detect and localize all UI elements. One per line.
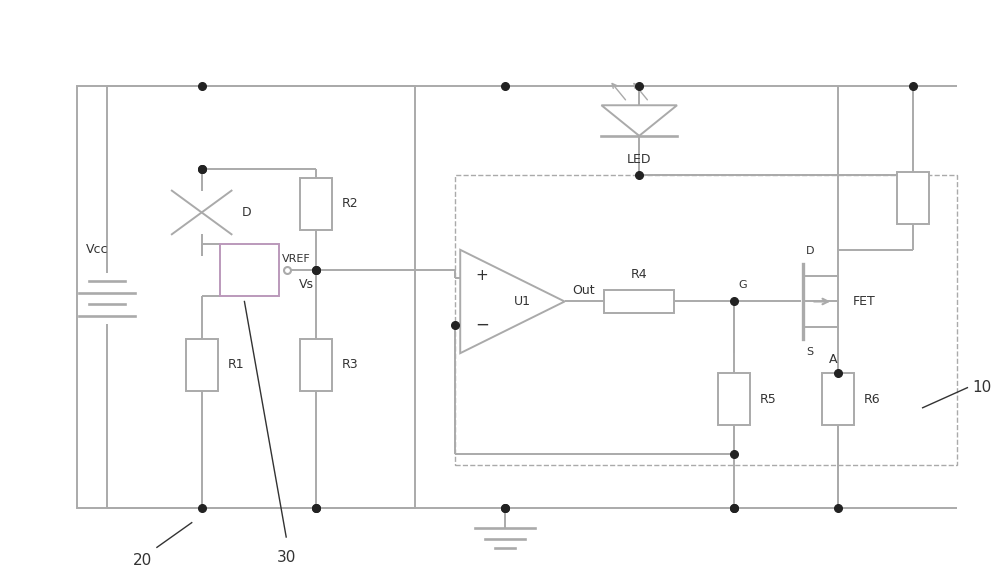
Text: −: −: [475, 316, 489, 334]
Text: 30: 30: [277, 550, 296, 565]
Text: FET: FET: [853, 295, 876, 308]
Text: R4: R4: [631, 269, 648, 281]
Text: 10: 10: [972, 380, 992, 395]
Text: D: D: [806, 245, 815, 256]
Text: +: +: [475, 268, 488, 283]
Text: VREF: VREF: [282, 254, 311, 264]
Bar: [604, 290, 674, 313]
Bar: [718, 374, 750, 425]
Text: R2: R2: [342, 197, 359, 211]
Text: R5: R5: [760, 393, 776, 405]
Bar: [897, 172, 929, 224]
Text: S: S: [806, 347, 813, 357]
Bar: [220, 244, 279, 296]
Bar: [186, 339, 218, 390]
Bar: [77, 86, 415, 508]
Text: R3: R3: [342, 358, 359, 371]
Bar: [455, 175, 957, 465]
Text: LED: LED: [627, 153, 651, 166]
Bar: [300, 178, 332, 230]
Text: A: A: [829, 353, 837, 367]
Text: 20: 20: [132, 553, 152, 568]
Text: U1: U1: [514, 295, 531, 308]
Bar: [300, 339, 332, 390]
Text: R6: R6: [864, 393, 881, 405]
Text: Out: Out: [573, 284, 595, 296]
Text: G: G: [739, 280, 747, 291]
Bar: [822, 374, 854, 425]
Text: Vcc: Vcc: [86, 242, 108, 256]
Text: D: D: [241, 206, 251, 219]
Text: Vs: Vs: [299, 278, 314, 291]
Text: R1: R1: [228, 358, 244, 371]
